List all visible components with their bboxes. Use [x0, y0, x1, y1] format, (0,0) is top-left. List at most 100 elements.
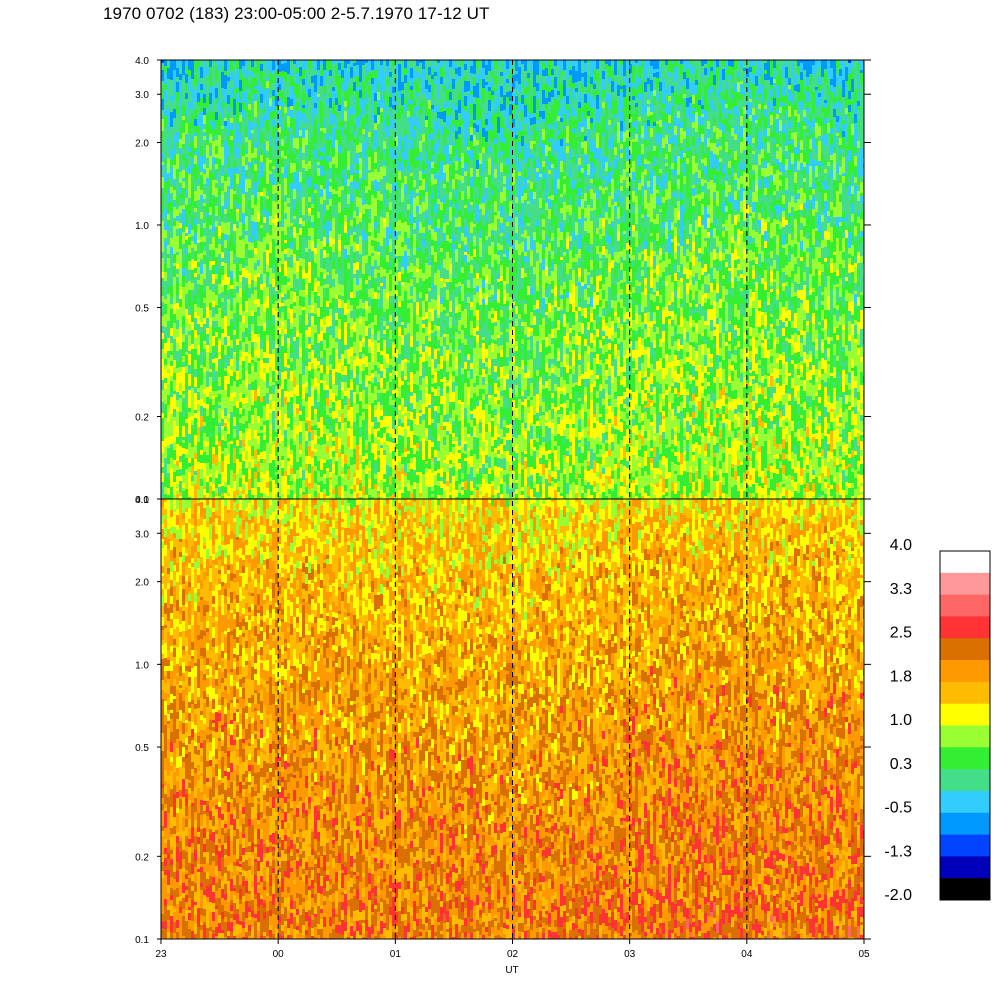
- spectrogram-cell: [251, 158, 254, 163]
- spectrogram-cell: [299, 199, 302, 205]
- spectrogram-cell: [386, 299, 389, 309]
- spectrogram-cell: [275, 413, 278, 418]
- spectrogram-cell: [338, 359, 341, 363]
- spectrogram-cell: [257, 406, 260, 409]
- spectrogram-cell: [197, 462, 200, 469]
- spectrogram-cell: [371, 359, 374, 362]
- spectrogram-cell: [197, 340, 200, 345]
- spectrogram-cell: [389, 442, 392, 453]
- spectrogram-cell: [239, 63, 242, 69]
- spectrogram-cell: [305, 348, 308, 352]
- spectrogram-cell: [290, 255, 293, 263]
- spectrogram-cell: [338, 153, 341, 161]
- spectrogram-cell: [203, 206, 206, 209]
- spectrogram-cell: [182, 483, 185, 488]
- spectrogram-cell: [245, 107, 248, 112]
- spectrogram-cell: [377, 215, 380, 224]
- spectrogram-cell: [278, 138, 281, 141]
- spectrogram-cell: [317, 230, 320, 239]
- spectrogram-cell: [251, 72, 254, 78]
- spectrogram-cell: [293, 254, 296, 263]
- spectrogram-cell: [335, 461, 338, 468]
- spectrogram-cell: [311, 251, 314, 255]
- spectrogram-cell: [269, 468, 272, 477]
- spectrogram-cell: [179, 206, 182, 213]
- spectrogram-cell: [371, 330, 374, 334]
- spectrogram-cell: [248, 354, 251, 363]
- spectrogram-cell: [365, 163, 368, 173]
- spectrogram-cell: [365, 255, 368, 258]
- spectrogram-cell: [320, 296, 323, 307]
- spectrogram-cell: [230, 464, 233, 470]
- spectrogram-cell: [221, 472, 224, 480]
- spectrogram-cell: [239, 414, 242, 418]
- spectrogram-cell: [212, 464, 215, 473]
- spectrogram-cell: [179, 262, 182, 270]
- spectrogram-cell: [344, 208, 347, 215]
- spectrogram-cell: [383, 82, 386, 88]
- spectrogram-cell: [287, 427, 290, 435]
- spectrogram-cell: [365, 173, 368, 181]
- spectrogram-cell: [221, 191, 224, 197]
- spectrogram-cell: [293, 469, 296, 474]
- spectrogram-cell: [368, 152, 371, 157]
- spectrogram-cell: [266, 393, 269, 404]
- spectrogram-cell: [176, 337, 179, 343]
- spectrogram-cell: [266, 388, 269, 393]
- spectrogram-cell: [194, 453, 197, 459]
- spectrogram-cell: [248, 175, 251, 179]
- spectrogram-cell: [380, 316, 383, 320]
- spectrogram-cell: [311, 359, 314, 363]
- spectrogram-cell: [392, 140, 395, 149]
- spectrogram-cell: [194, 360, 197, 365]
- spectrogram-cell: [179, 316, 182, 327]
- spectrogram-cell: [284, 447, 287, 456]
- spectrogram-cell: [179, 462, 182, 469]
- spectrogram-cell: [209, 437, 212, 440]
- spectrogram-cell: [212, 399, 215, 405]
- spectrogram-cell: [338, 329, 341, 339]
- spectrogram-cell: [359, 218, 362, 222]
- spectrogram-cell: [167, 178, 170, 188]
- spectrogram-cell: [386, 445, 389, 453]
- spectrogram-cell: [266, 78, 269, 81]
- spectrogram-cell: [305, 130, 308, 134]
- spectrogram-cell: [272, 254, 275, 265]
- spectrogram-cell: [176, 82, 179, 92]
- spectrogram-cell: [209, 300, 212, 303]
- spectrogram-cell: [269, 249, 272, 253]
- spectrogram-cell: [272, 441, 275, 445]
- spectrogram-cell: [284, 367, 287, 371]
- spectrogram-cell: [371, 169, 374, 172]
- spectrogram-cell: [269, 331, 272, 335]
- spectrogram-cell: [287, 154, 290, 158]
- spectrogram-cell: [272, 227, 275, 234]
- spectrogram-cell: [167, 351, 170, 358]
- spectrogram-cell: [305, 478, 308, 487]
- spectrogram-cell: [227, 373, 230, 376]
- spectrogram-cell: [374, 344, 377, 354]
- spectrogram-cell: [224, 154, 227, 165]
- spectrogram-cell: [293, 377, 296, 387]
- spectrogram-cell: [305, 134, 308, 145]
- spectrogram-cell: [230, 153, 233, 160]
- spectrogram-cell: [200, 259, 203, 264]
- spectrogram-cell: [281, 456, 284, 460]
- spectrogram-cell: [296, 224, 299, 229]
- spectrogram-cell: [209, 60, 212, 67]
- spectrogram-cell: [269, 304, 272, 307]
- spectrogram-cell: [188, 331, 191, 335]
- spectrogram-cell: [191, 136, 194, 141]
- spectrogram-cell: [248, 84, 251, 88]
- spectrogram-cell: [326, 221, 329, 226]
- spectrogram-cell: [170, 179, 173, 187]
- spectrogram-cell: [338, 96, 341, 105]
- spectrogram-cell: [365, 453, 368, 459]
- spectrogram-cell: [377, 440, 380, 443]
- spectrogram-cell: [311, 150, 314, 155]
- spectrogram-cell: [185, 427, 188, 438]
- spectrogram-cell: [209, 279, 212, 290]
- spectrogram-cell: [320, 204, 323, 215]
- spectrogram-cell: [311, 430, 314, 440]
- spectrogram-cell: [326, 243, 329, 253]
